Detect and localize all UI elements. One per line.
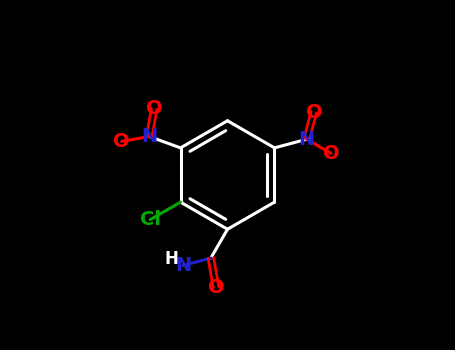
Text: N: N (298, 130, 315, 149)
Text: O: O (146, 99, 162, 118)
Text: H: H (165, 250, 178, 268)
Text: N: N (175, 256, 191, 275)
Text: O: O (323, 144, 339, 163)
Text: O: O (113, 132, 130, 151)
Text: Cl: Cl (140, 210, 161, 229)
Text: O: O (306, 103, 322, 122)
Text: O: O (208, 278, 224, 297)
Text: N: N (141, 127, 157, 146)
